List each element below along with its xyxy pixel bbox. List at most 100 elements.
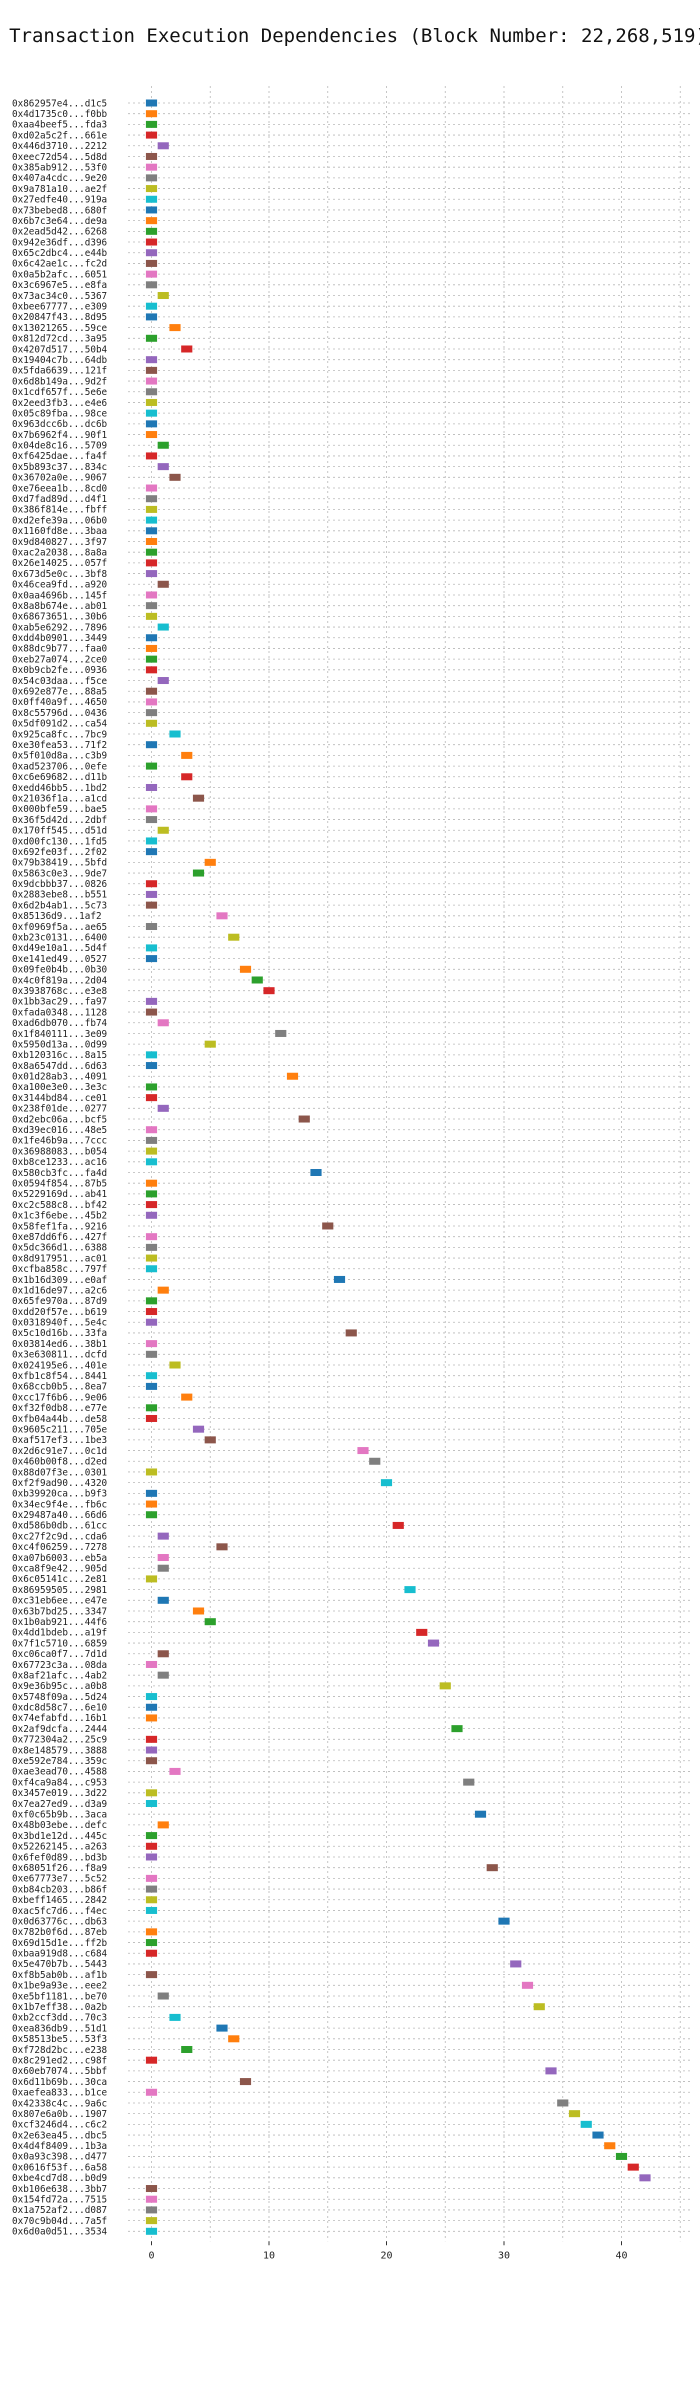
y-tick-label: 0x05c89fba...98ce: [12, 408, 108, 419]
y-tick-label: 0x386f814e...fbff: [12, 505, 107, 516]
y-tick-label: 0x85136d9...1af2: [12, 911, 102, 922]
y-tick-label: 0x0d63776c...db63: [12, 1916, 107, 1927]
transaction-bar: [157, 826, 169, 834]
transaction-bar: [145, 1008, 158, 1016]
transaction-bar: [239, 965, 252, 973]
transaction-bar: [145, 1853, 158, 1861]
transaction-bar: [145, 505, 158, 513]
y-tick-label: 0xfb04a44b...de58: [12, 1414, 107, 1425]
y-tick-label: 0xe141ed49...0527: [12, 954, 107, 965]
y-tick-label: 0x4d1735c0...f0bb: [12, 109, 108, 120]
transaction-bar: [145, 537, 158, 545]
y-tick-label: 0xd49e10a1...5d4f: [12, 943, 107, 954]
transaction-bar: [204, 1436, 216, 1444]
transaction-bar: [169, 473, 181, 481]
transaction-bar: [157, 1650, 169, 1658]
y-tick-label: 0x1b7eff38...0a2b: [12, 2002, 108, 2013]
transaction-bar: [145, 409, 158, 417]
y-axis-labels: 0x862957e4...d1c50x4d1735c0...f0bb0xaa4b…: [12, 98, 108, 2237]
transaction-bar: [157, 1104, 169, 1112]
transaction-bar: [157, 1554, 169, 1562]
y-tick-label: 0x0b9cb2fe...0936: [12, 665, 107, 676]
transaction-bar: [145, 1939, 158, 1947]
transaction-bar: [145, 1318, 158, 1326]
y-tick-label: 0x2ead5d42...6268: [12, 227, 107, 238]
y-tick-label: 0xeec72d54...5d8d: [12, 152, 107, 163]
y-tick-label: 0x48b03ebe...defc: [12, 1820, 107, 1831]
y-tick-label: 0x74efabfd...16b1: [12, 1713, 107, 1724]
transaction-bar: [145, 110, 158, 118]
y-tick-label: 0xe5bf1181...be70: [12, 1991, 107, 2002]
transaction-bar: [157, 677, 169, 685]
transaction-bar: [145, 1874, 158, 1882]
y-tick-label: 0x68ccb0b5...8ea7: [12, 1382, 107, 1393]
y-tick-label: 0x36988083...b054: [12, 1146, 108, 1157]
transaction-bar: [145, 1265, 158, 1273]
y-tick-label: 0x7ea27ed9...d3a9: [12, 1799, 107, 1810]
y-tick-label: 0xbee67777...e309: [12, 302, 107, 313]
y-tick-label: 0xfb1c8f54...8441: [12, 1371, 107, 1382]
transaction-bar: [169, 730, 181, 738]
transaction-bar: [145, 120, 158, 128]
transaction-bar: [510, 1960, 522, 1968]
transaction-bar: [145, 1949, 158, 1957]
y-tick-label: 0x2e63ea45...dbc5: [12, 2130, 107, 2141]
transaction-bar: [439, 1682, 451, 1690]
transaction-bar: [145, 334, 158, 342]
transaction-bar: [451, 1725, 463, 1733]
transaction-bar: [145, 1714, 158, 1722]
transaction-bar: [145, 484, 158, 492]
y-tick-label: 0xcf3246d4...c6c2: [12, 2120, 107, 2131]
y-tick-label: 0x01d28ab3...4091: [12, 1072, 107, 1083]
transaction-bar: [145, 687, 158, 695]
y-tick-label: 0x6c05141c...2e81: [12, 1574, 107, 1585]
transaction-bar: [145, 1190, 158, 1198]
y-tick-label: 0x673d5e0c...3bf8: [12, 569, 107, 580]
y-tick-label: 0x5c10d16b...33fa: [12, 1328, 107, 1339]
y-tick-label: 0x19404c7b...64db: [12, 355, 108, 366]
transaction-bar: [615, 2152, 628, 2160]
y-tick-label: 0xad6db070...fb74: [12, 1018, 108, 1029]
y-tick-label: 0x782b0f6d...87eb: [12, 1927, 108, 1938]
y-tick-label: 0x0a5b2afc...6051: [12, 269, 107, 280]
transaction-bar: [145, 848, 158, 856]
y-tick-label: 0xbe4cd7d8...b0d9: [12, 2173, 107, 2184]
y-tick-label: 0xcfba858c...797f: [12, 1264, 107, 1275]
y-tick-label: 0x4d4f8409...1b3a: [12, 2141, 107, 2152]
transaction-bar: [145, 1308, 158, 1316]
y-tick-label: 0x46cea9fd...a920: [12, 580, 107, 591]
y-tick-label: 0x1a752af2...d087: [12, 2205, 107, 2216]
transaction-bar: [145, 1126, 158, 1134]
transaction-bar: [263, 987, 275, 995]
transaction-bar: [157, 580, 169, 588]
transaction-bar: [157, 463, 169, 471]
y-tick-label: 0x73ac34c0...5367: [12, 291, 107, 302]
transaction-bar: [145, 559, 158, 567]
y-tick-label: 0xf0969f5a...ae65: [12, 922, 107, 933]
transaction-bar: [181, 773, 193, 781]
y-tick-label: 0x024195e6...401e: [12, 1360, 108, 1371]
y-tick-label: 0xc4f06259...7278: [12, 1542, 107, 1553]
y-tick-label: 0xdc8d58c7...6e10: [12, 1703, 107, 1714]
y-tick-label: 0xf2f9ad90...4320: [12, 1478, 107, 1489]
y-tick-label: 0x963dcc6b...dc6b: [12, 419, 108, 430]
y-tick-label: 0x772304a2...25c9: [12, 1735, 107, 1746]
transaction-bar: [145, 2217, 158, 2225]
y-tick-label: 0xf4ca9a84...c953: [12, 1777, 107, 1788]
transaction-bar: [580, 2120, 592, 2128]
transaction-bar: [157, 1532, 169, 1540]
transaction-bar: [145, 1468, 158, 1476]
transaction-bar: [157, 441, 169, 449]
transaction-bar: [192, 1607, 205, 1615]
bars-layer: [145, 99, 651, 2235]
y-tick-label: 0x9d840827...3f97: [12, 537, 107, 548]
transaction-bar: [310, 1169, 322, 1176]
y-tick-label: 0xf32f0db8...e77e: [12, 1403, 108, 1414]
y-tick-label: 0xb120316c...8a15: [12, 1050, 107, 1061]
transaction-bar: [145, 1757, 158, 1765]
transaction-bar: [145, 1062, 158, 1070]
y-tick-label: 0x1f840111...3e09: [12, 1029, 107, 1040]
transaction-bar: [145, 1906, 158, 1914]
transaction-bar: [357, 1447, 369, 1455]
y-tick-label: 0x70c9b04d...7a5f: [12, 2216, 107, 2227]
